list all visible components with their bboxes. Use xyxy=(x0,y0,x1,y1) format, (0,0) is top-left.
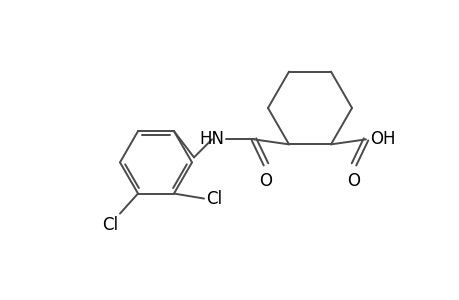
Text: HN: HN xyxy=(199,130,224,148)
Text: OH: OH xyxy=(369,130,395,148)
Text: Cl: Cl xyxy=(101,215,118,233)
Text: Cl: Cl xyxy=(206,190,222,208)
Text: O: O xyxy=(259,172,272,190)
Text: O: O xyxy=(347,172,360,190)
